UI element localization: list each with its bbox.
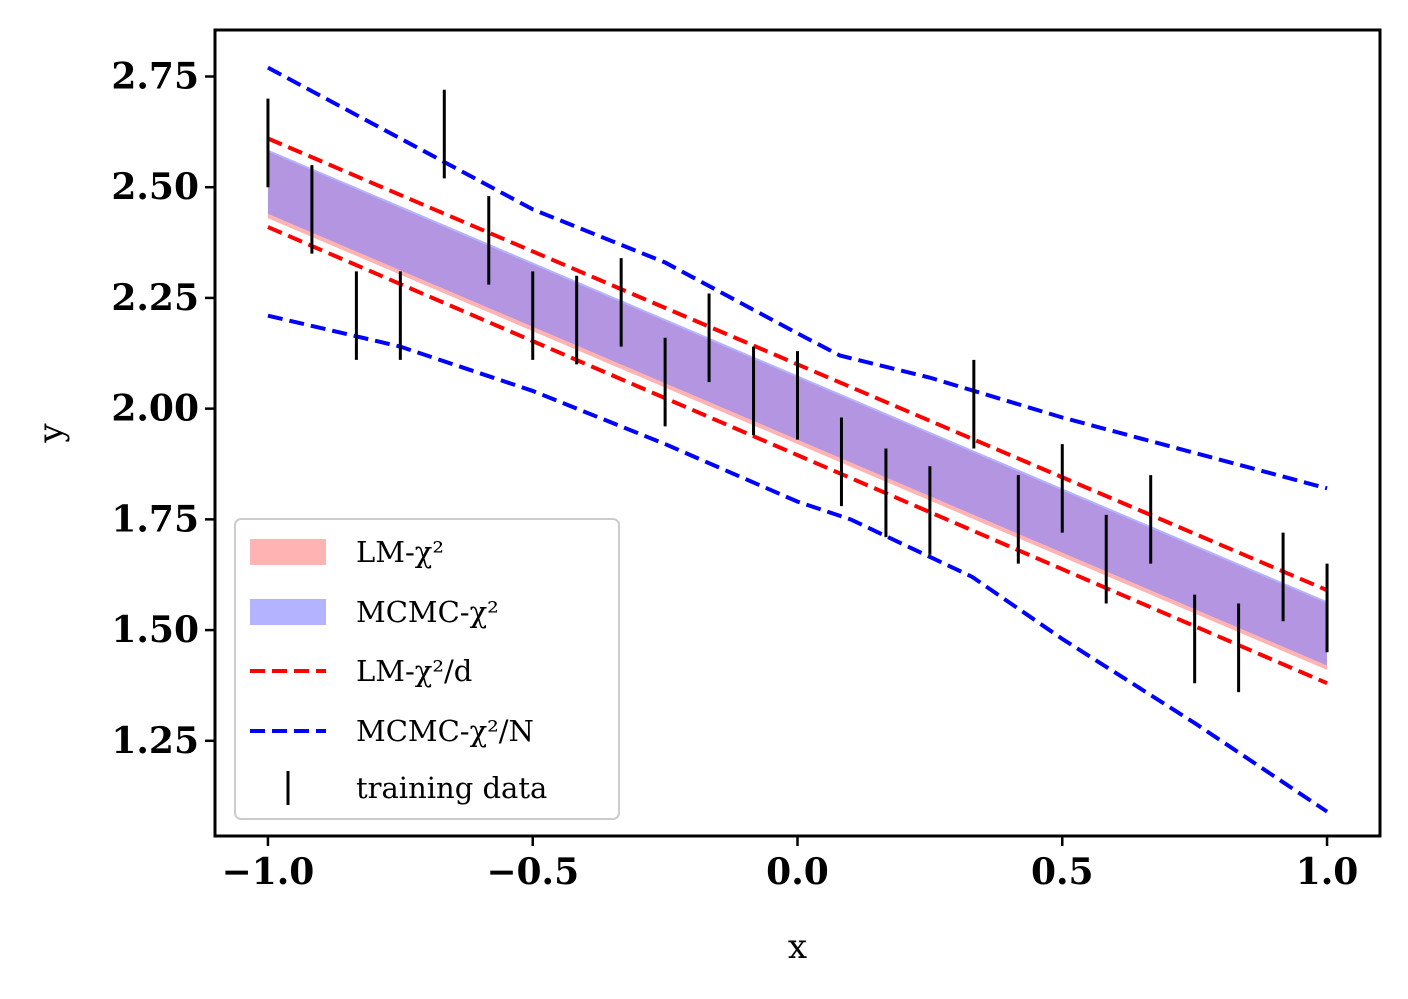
- x-axis: −1.0 −0.5 0.0 0.5 1.0: [222, 836, 1359, 893]
- y-tick-label: 2.25: [111, 277, 199, 319]
- dashed-line-lm_lower: [267, 225, 1328, 686]
- x-tick-label: 0.5: [1031, 851, 1094, 893]
- x-tick-label: 1.0: [1296, 851, 1359, 893]
- dashed-line-mcmc_upper: [267, 65, 1328, 491]
- legend-swatch: [250, 599, 326, 625]
- y-axis-label: y: [31, 423, 71, 444]
- y-tick-label: 1.25: [111, 720, 199, 762]
- dashed-line-mcmc_lower: [267, 313, 1329, 814]
- plot-area: [266, 65, 1329, 814]
- y-tick-label: 2.00: [111, 388, 199, 430]
- legend-label: MCMC-χ²/N: [356, 714, 534, 748]
- legend: LM-χ² MCMC-χ² LM-χ²/d MCMC-χ²/N training dat…: [234, 518, 620, 820]
- legend-item-mcmc_dashed: MCMC-χ²/N: [250, 714, 534, 748]
- legend-label: LM-χ²: [356, 535, 444, 569]
- y-tick-label: 1.75: [111, 498, 199, 540]
- y-tick-label: 2.50: [111, 166, 199, 208]
- legend-item-mcmc_band: MCMC-χ²: [250, 595, 499, 629]
- y-tick-label: 1.50: [111, 609, 199, 651]
- training-data-errorbars: [266, 89, 1329, 693]
- x-tick-label: 0.0: [766, 851, 829, 893]
- legend-item-lm_band: LM-χ²: [250, 535, 444, 569]
- x-tick-label: −0.5: [486, 851, 579, 893]
- legend-label: MCMC-χ²: [356, 595, 499, 629]
- y-tick-label: 2.75: [111, 56, 199, 98]
- x-axis-label: x: [788, 927, 807, 967]
- legend-item-training: training data: [286, 771, 547, 805]
- y-axis: 1.25 1.50 1.75 2.00 2.25 2.50 2.75: [111, 56, 215, 762]
- x-tick-label: −1.0: [222, 851, 315, 893]
- legend-swatch: [250, 539, 326, 565]
- legend-item-lm_dashed: LM-χ²/d: [250, 654, 472, 688]
- legend-label: LM-χ²/d: [356, 654, 472, 688]
- legend-label: training data: [356, 771, 547, 805]
- legend-frame: [234, 518, 620, 820]
